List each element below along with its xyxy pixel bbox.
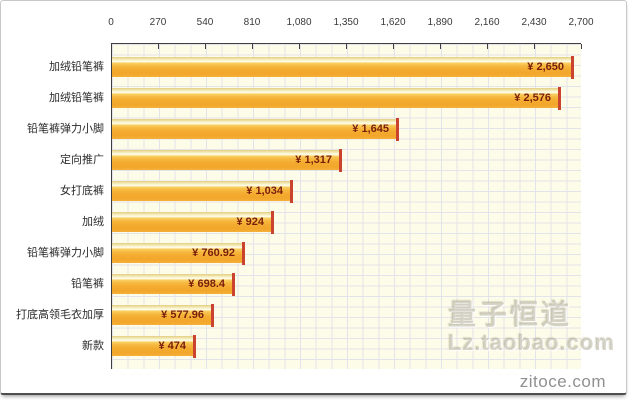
x-tick-mark — [346, 44, 347, 49]
x-tick-label: 540 — [196, 17, 214, 28]
x-tick-mark — [111, 44, 112, 49]
x-tick-label: 2,700 — [568, 17, 594, 28]
x-tick-label: 2,160 — [474, 17, 500, 28]
bar-value-label: ¥ 2,576 — [514, 92, 551, 104]
bar: ¥ 2,576 — [112, 88, 560, 108]
category-label: 铅笔裤弹力小脚 — [27, 247, 104, 259]
x-tick-label: 0 — [108, 17, 114, 28]
bar-end-marker — [232, 273, 235, 296]
x-tick-mark — [487, 44, 488, 49]
x-tick-label: 1,620 — [380, 17, 406, 28]
x-tick-mark — [299, 44, 300, 49]
category-label: 加绒铅笔裤 — [49, 61, 104, 73]
bar: ¥ 1,034 — [112, 181, 292, 201]
bar-end-marker — [193, 335, 196, 358]
x-tick-label: 1,890 — [427, 17, 453, 28]
x-tick-mark — [158, 44, 159, 49]
bar: ¥ 1,645 — [112, 119, 398, 139]
bar: ¥ 474 — [112, 336, 195, 356]
bar-end-marker — [271, 211, 274, 234]
category-label: 新款 — [82, 340, 104, 352]
chart-window: 0 270 540 810 1,080 1,350 1,620 1,890 2,160 2,430… — [0, 0, 627, 395]
bar-value-label: ¥ 2,650 — [527, 61, 564, 73]
bar-end-marker — [290, 180, 293, 203]
x-tick-label: 2,430 — [521, 17, 547, 28]
bar-value-label: ¥ 924 — [236, 216, 264, 228]
x-tick-mark — [440, 44, 441, 49]
bar-value-label: ¥ 760.92 — [192, 247, 235, 259]
category-label: 女打底裤 — [60, 185, 104, 197]
x-tick-label: 1,080 — [286, 17, 312, 28]
bar-value-label: ¥ 1,034 — [246, 185, 283, 197]
bar-end-marker — [571, 56, 574, 79]
bar-end-marker — [558, 87, 561, 110]
x-tick-mark — [252, 44, 253, 49]
category-label: 定向推广 — [60, 154, 104, 166]
bar: ¥ 924 — [112, 212, 273, 232]
category-label: 铅笔裤 — [71, 278, 104, 290]
bar: ¥ 698.4 — [112, 274, 234, 294]
bar-value-label: ¥ 698.4 — [188, 278, 225, 290]
x-tick-label: 810 — [243, 17, 261, 28]
x-tick-label: 270 — [149, 17, 167, 28]
watermark-url: Lz.taobao.com — [448, 330, 616, 355]
bar-end-marker — [211, 304, 214, 327]
bar-value-label: ¥ 1,317 — [295, 154, 332, 166]
bar-value-label: ¥ 577.96 — [161, 309, 204, 321]
bar: ¥ 2,650 — [112, 57, 573, 77]
bar: ¥ 1,317 — [112, 150, 341, 170]
site-credit: zitoce.com — [519, 372, 606, 391]
x-tick-mark — [393, 44, 394, 49]
watermark-brand: 量子恒道 — [448, 299, 573, 330]
bar-value-label: ¥ 1,645 — [352, 123, 389, 135]
category-label: 加绒铅笔裤 — [49, 92, 104, 104]
category-label: 打底高领毛衣加厚 — [16, 309, 104, 321]
category-label: 加绒 — [82, 216, 104, 228]
bar-end-marker — [339, 149, 342, 172]
bar-end-marker — [396, 118, 399, 141]
x-tick-mark — [205, 44, 206, 49]
bar: ¥ 760.92 — [112, 243, 244, 263]
x-tick-mark — [581, 44, 582, 49]
category-label: 铅笔裤弹力小脚 — [27, 123, 104, 135]
x-tick-label: 1,350 — [333, 17, 359, 28]
watermark: 量子恒道 Lz.taobao.com — [448, 299, 616, 356]
bar-value-label: ¥ 474 — [158, 340, 186, 352]
bar: ¥ 577.96 — [112, 305, 213, 325]
bar-end-marker — [242, 242, 245, 265]
x-tick-mark — [534, 44, 535, 49]
